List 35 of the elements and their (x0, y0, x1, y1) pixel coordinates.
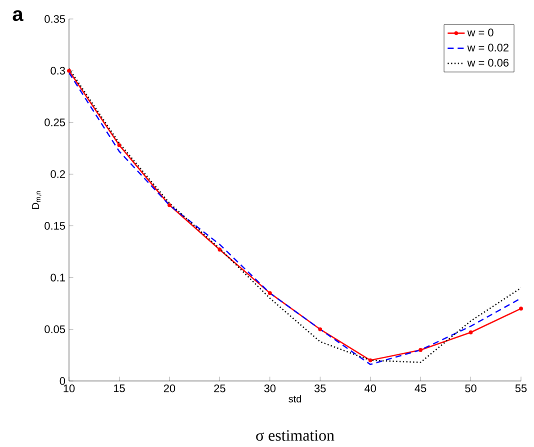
x-tick-label: 15 (114, 384, 125, 392)
point (218, 248, 222, 252)
x-axis-title: std (288, 395, 302, 402)
point (117, 143, 122, 148)
point (168, 203, 172, 208)
legend-label: w = 0.06 (467, 58, 509, 67)
y-tick-label: 0.2 (50, 170, 65, 178)
text: a (12, 10, 24, 22)
x-tick-label: 35 (314, 384, 326, 392)
point (368, 358, 372, 362)
x-tick-label: 40 (364, 384, 376, 392)
x-tick-label: 50 (465, 384, 476, 392)
x-tick-label: 20 (164, 384, 176, 392)
y-tick-label: 0.35 (44, 15, 66, 23)
x-tick-label: 45 (414, 384, 426, 392)
y-tick-label: 0.25 (44, 118, 66, 126)
x-tick-label: 30 (264, 384, 276, 392)
point (418, 348, 423, 352)
y-tick-label: 0.05 (44, 325, 66, 334)
y-tick-label: 0.1 (50, 274, 65, 282)
y-tick-label: 0.15 (44, 222, 66, 230)
point (268, 291, 272, 296)
y-tick-label: 0.3 (50, 66, 66, 75)
x-tick-label: 25 (214, 384, 226, 392)
x-tick-label: 55 (515, 384, 527, 392)
y-axis-title: D$_{m,n}$ (32, 191, 42, 209)
point (519, 306, 523, 311)
legend-label: w = 0.02 (467, 44, 508, 52)
point (468, 330, 473, 334)
y-tick-label: 0 (60, 377, 66, 385)
point (318, 327, 322, 332)
legend-label: w = 0 (467, 28, 494, 36)
point (67, 68, 71, 73)
x-tick-label: 10 (64, 384, 75, 392)
text: σ estimation (256, 430, 334, 441)
